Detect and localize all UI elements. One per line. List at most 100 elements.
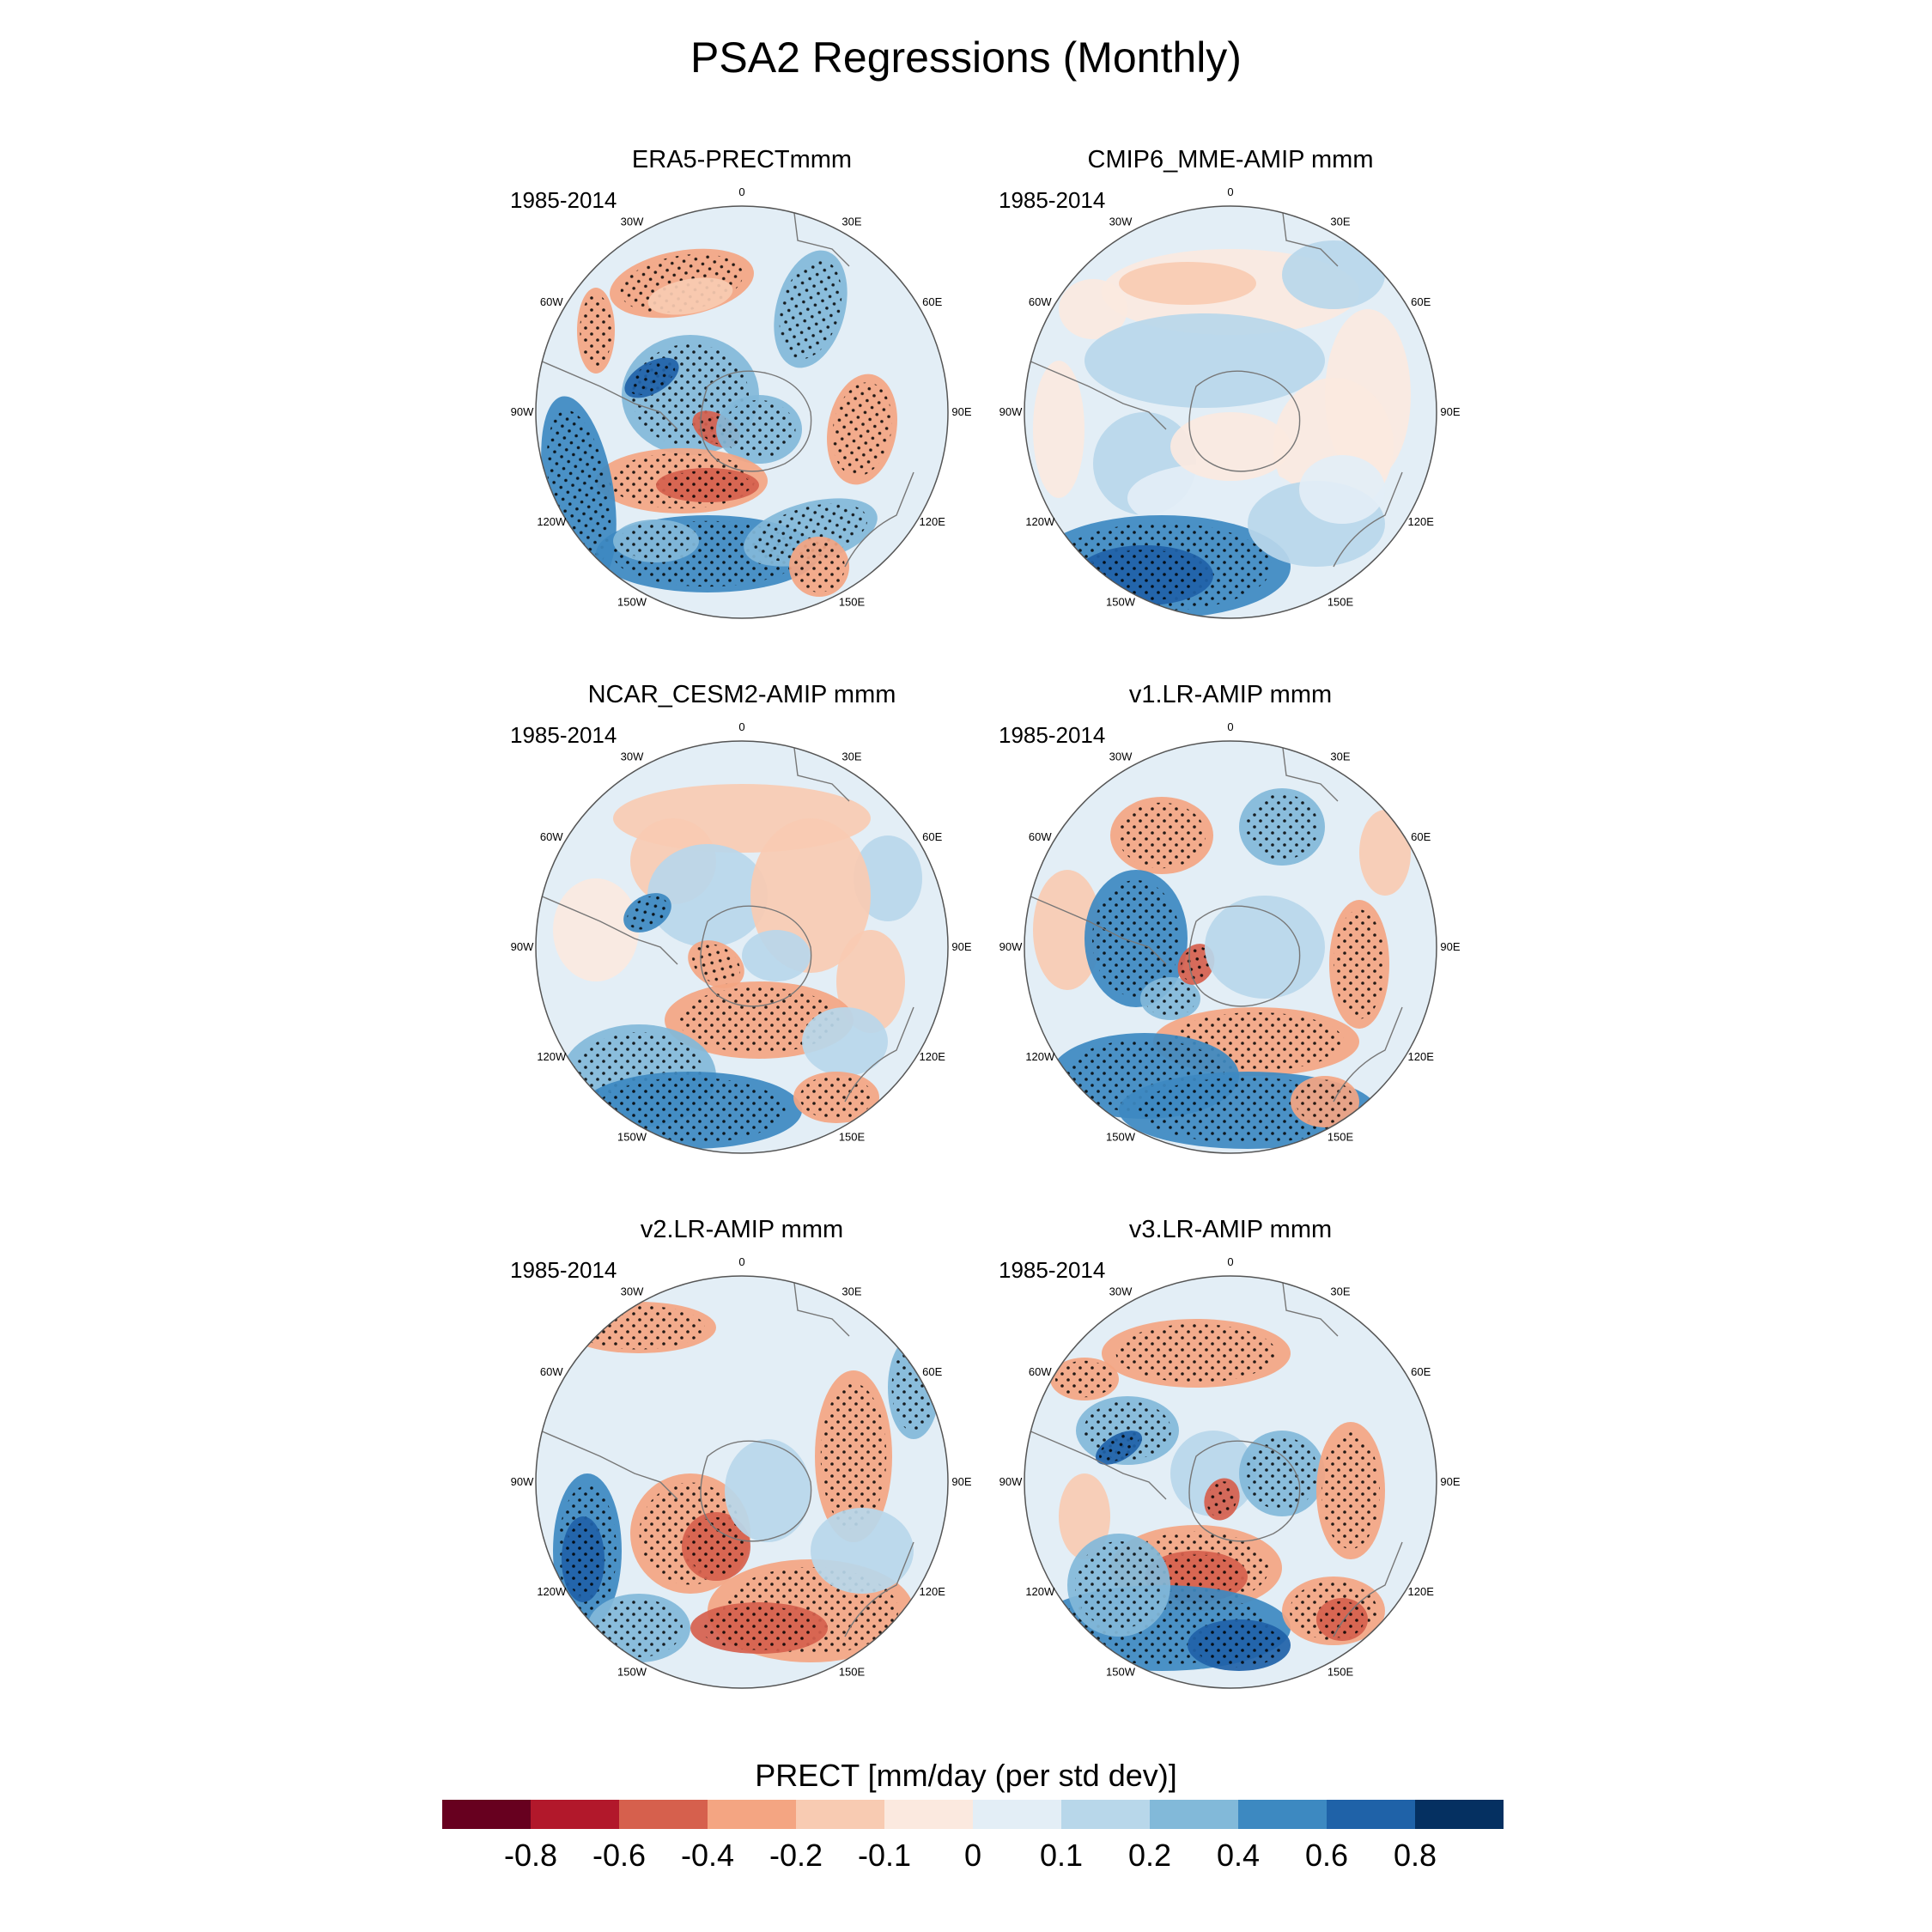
map-panel-cmip6: CMIP6_MME-AMIP mmm 1985-2014 0 30E 60E 90E 1… [999,146,1462,627]
field-anomaly [1359,810,1411,896]
significance-stippling [1206,1481,1237,1517]
coastline-antarctica [700,1440,812,1542]
map-panel-v2lr: v2.LR-AMIP mmm 1985-2014 0 30E 60E 90E 120E 1… [510,1216,974,1697]
field-anomaly [742,930,811,981]
longitude-label: 120W [537,1585,567,1598]
field-anomaly [1059,1473,1110,1559]
longitude-label: 90E [1440,1475,1460,1488]
colorbar-tick-label: 0.2 [1127,1838,1172,1873]
significance-stippling [1195,1623,1283,1668]
significance-stippling [692,944,740,985]
colorbar-segment [973,1800,1061,1829]
longitude-label: 60W [540,830,563,843]
colorbar-segment [884,1800,973,1829]
coastline-antarctica [1188,905,1301,1007]
map-field [536,206,948,618]
coastline-africa [1281,206,1339,267]
significance-stippling [1320,1601,1364,1638]
significance-stippling [627,896,668,930]
significance-stippling [1099,1433,1139,1462]
longitude-label: 90E [951,1475,971,1488]
panel-title: CMIP6_MME-AMIP mmm [1087,146,1374,173]
panel-title: v1.LR-AMIP mmm [1128,681,1333,708]
longitude-label: 150E [1327,1666,1354,1679]
colorbar-tick-label: 0.6 [1304,1838,1349,1873]
longitude-label: 90E [1440,940,1460,953]
longitude-label: 120E [1408,1585,1435,1598]
significance-stippling [664,471,751,500]
coastline-south-america [539,895,678,965]
colorbar-segment [1327,1800,1415,1829]
colorbar-tick-label: -0.2 [769,1838,823,1873]
colorbar-labels: -0.8 -0.6 -0.4 -0.2 -0.1 0 0.1 0.2 0.4 0.6 0.8 [0,1838,1932,1875]
field-anomaly [1033,870,1102,990]
colorbar-tick-label: 0.1 [1039,1838,1084,1873]
map-field [536,1276,948,1688]
colorbar-segment [1150,1800,1238,1829]
longitude-label: 60E [922,295,942,308]
field-anomaly [647,844,768,947]
period-label: 1985-2014 [999,722,1106,748]
colorbar-tick-label: 0 [963,1838,982,1873]
colorbar-tick-label: 0.8 [1393,1838,1437,1873]
map-panel-v1lr: v1.LR-AMIP mmm 1985-2014 0 30E 60E 90E 120E 1… [999,681,1462,1162]
significance-stippling [1075,1541,1163,1629]
longitude-label: 30W [1109,215,1133,228]
colorbar-tick-label: -0.4 [680,1838,735,1873]
colorbar-segment [531,1800,619,1829]
coastline-australia [844,471,914,568]
significance-stippling [1321,1432,1380,1549]
longitude-label: 90W [511,940,534,953]
longitude-label: 150E [1327,596,1354,609]
field-anomaly [854,835,922,921]
coastline-australia [844,1006,914,1103]
coastline-australia [1333,1541,1403,1637]
significance-stippling [722,400,796,459]
significance-stippling [580,294,612,368]
figure-title: PSA2 Regressions (Monthly) [690,33,1242,82]
period-label: 1985-2014 [999,187,1106,213]
longitude-label: 60W [540,295,563,308]
longitude-label: 0 [1227,185,1233,198]
map-field [536,741,948,1153]
coastline-africa [1281,1276,1339,1337]
colorbar-tick-label: -0.1 [857,1838,912,1873]
map-border [535,1275,949,1689]
longitude-label: 30W [1109,1285,1133,1297]
polar-map: 0 30E 60E 90E 120E 150E 180 150W 120W 90W 60W 30W [999,185,1461,627]
field-anomaly [1299,455,1385,524]
longitude-label: 120E [920,1050,946,1063]
significance-stippling [573,1305,705,1350]
longitude-label: 90W [511,405,534,418]
map-border [1024,740,1437,1154]
longitude-label: 0 [738,185,744,198]
longitude-label: 30W [621,750,644,762]
longitude-label: 150W [617,1666,647,1679]
significance-stippling [629,361,675,395]
field-anomaly [725,1439,811,1542]
longitude-label: 120W [1025,515,1055,528]
significance-stippling [832,382,892,477]
longitude-label: 120W [537,1050,567,1063]
field-anomaly [811,1508,914,1594]
field-anomaly [836,930,905,1033]
panel-title: v2.LR-AMIP mmm [640,1216,844,1243]
map-field [1024,741,1437,1153]
map-panel-cesm2: NCAR_CESM2-AMIP mmm 1985-2014 0 30E 60E 90E… [510,681,974,1162]
longitude-label: 60E [1411,295,1431,308]
longitude-label: 90W [999,405,1023,418]
colorbar-segment [708,1800,796,1829]
longitude-label: 120W [537,515,567,528]
coastline-africa [793,206,850,267]
longitude-label: 90E [1440,405,1460,418]
longitude-label: 30E [1330,1285,1350,1297]
longitude-label: 150E [839,1131,866,1144]
significance-stippling [779,258,842,360]
field-anomaly [1205,896,1325,999]
coastline-antarctica [1188,1440,1301,1542]
significance-stippling [799,1075,873,1120]
longitude-label: 150E [1327,1131,1354,1144]
significance-stippling [891,1344,936,1431]
longitude-label: 150W [1106,1666,1136,1679]
coastline-south-america [1028,360,1167,430]
